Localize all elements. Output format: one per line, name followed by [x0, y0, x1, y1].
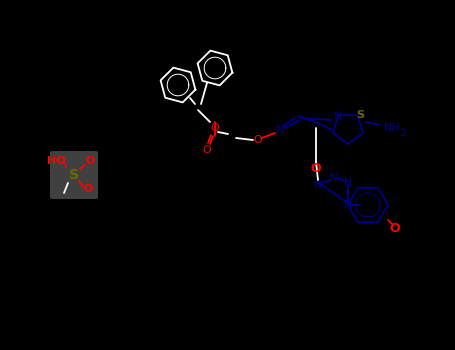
- Text: N: N: [314, 180, 322, 190]
- Text: O: O: [311, 161, 321, 175]
- Text: N: N: [330, 173, 338, 183]
- Text: N: N: [344, 178, 352, 188]
- Text: O: O: [86, 156, 95, 166]
- Text: N: N: [334, 111, 342, 121]
- Text: O: O: [389, 222, 400, 235]
- Text: NH: NH: [384, 123, 400, 133]
- Text: O: O: [253, 135, 263, 145]
- Text: S: S: [69, 168, 79, 182]
- Text: HO: HO: [47, 156, 66, 166]
- Text: N: N: [344, 200, 352, 210]
- Text: 2: 2: [400, 128, 405, 138]
- Text: O: O: [211, 123, 219, 133]
- Text: O: O: [202, 145, 212, 155]
- FancyBboxPatch shape: [50, 151, 98, 199]
- Text: S: S: [356, 110, 364, 120]
- Text: O: O: [83, 184, 93, 194]
- Text: N: N: [276, 125, 284, 135]
